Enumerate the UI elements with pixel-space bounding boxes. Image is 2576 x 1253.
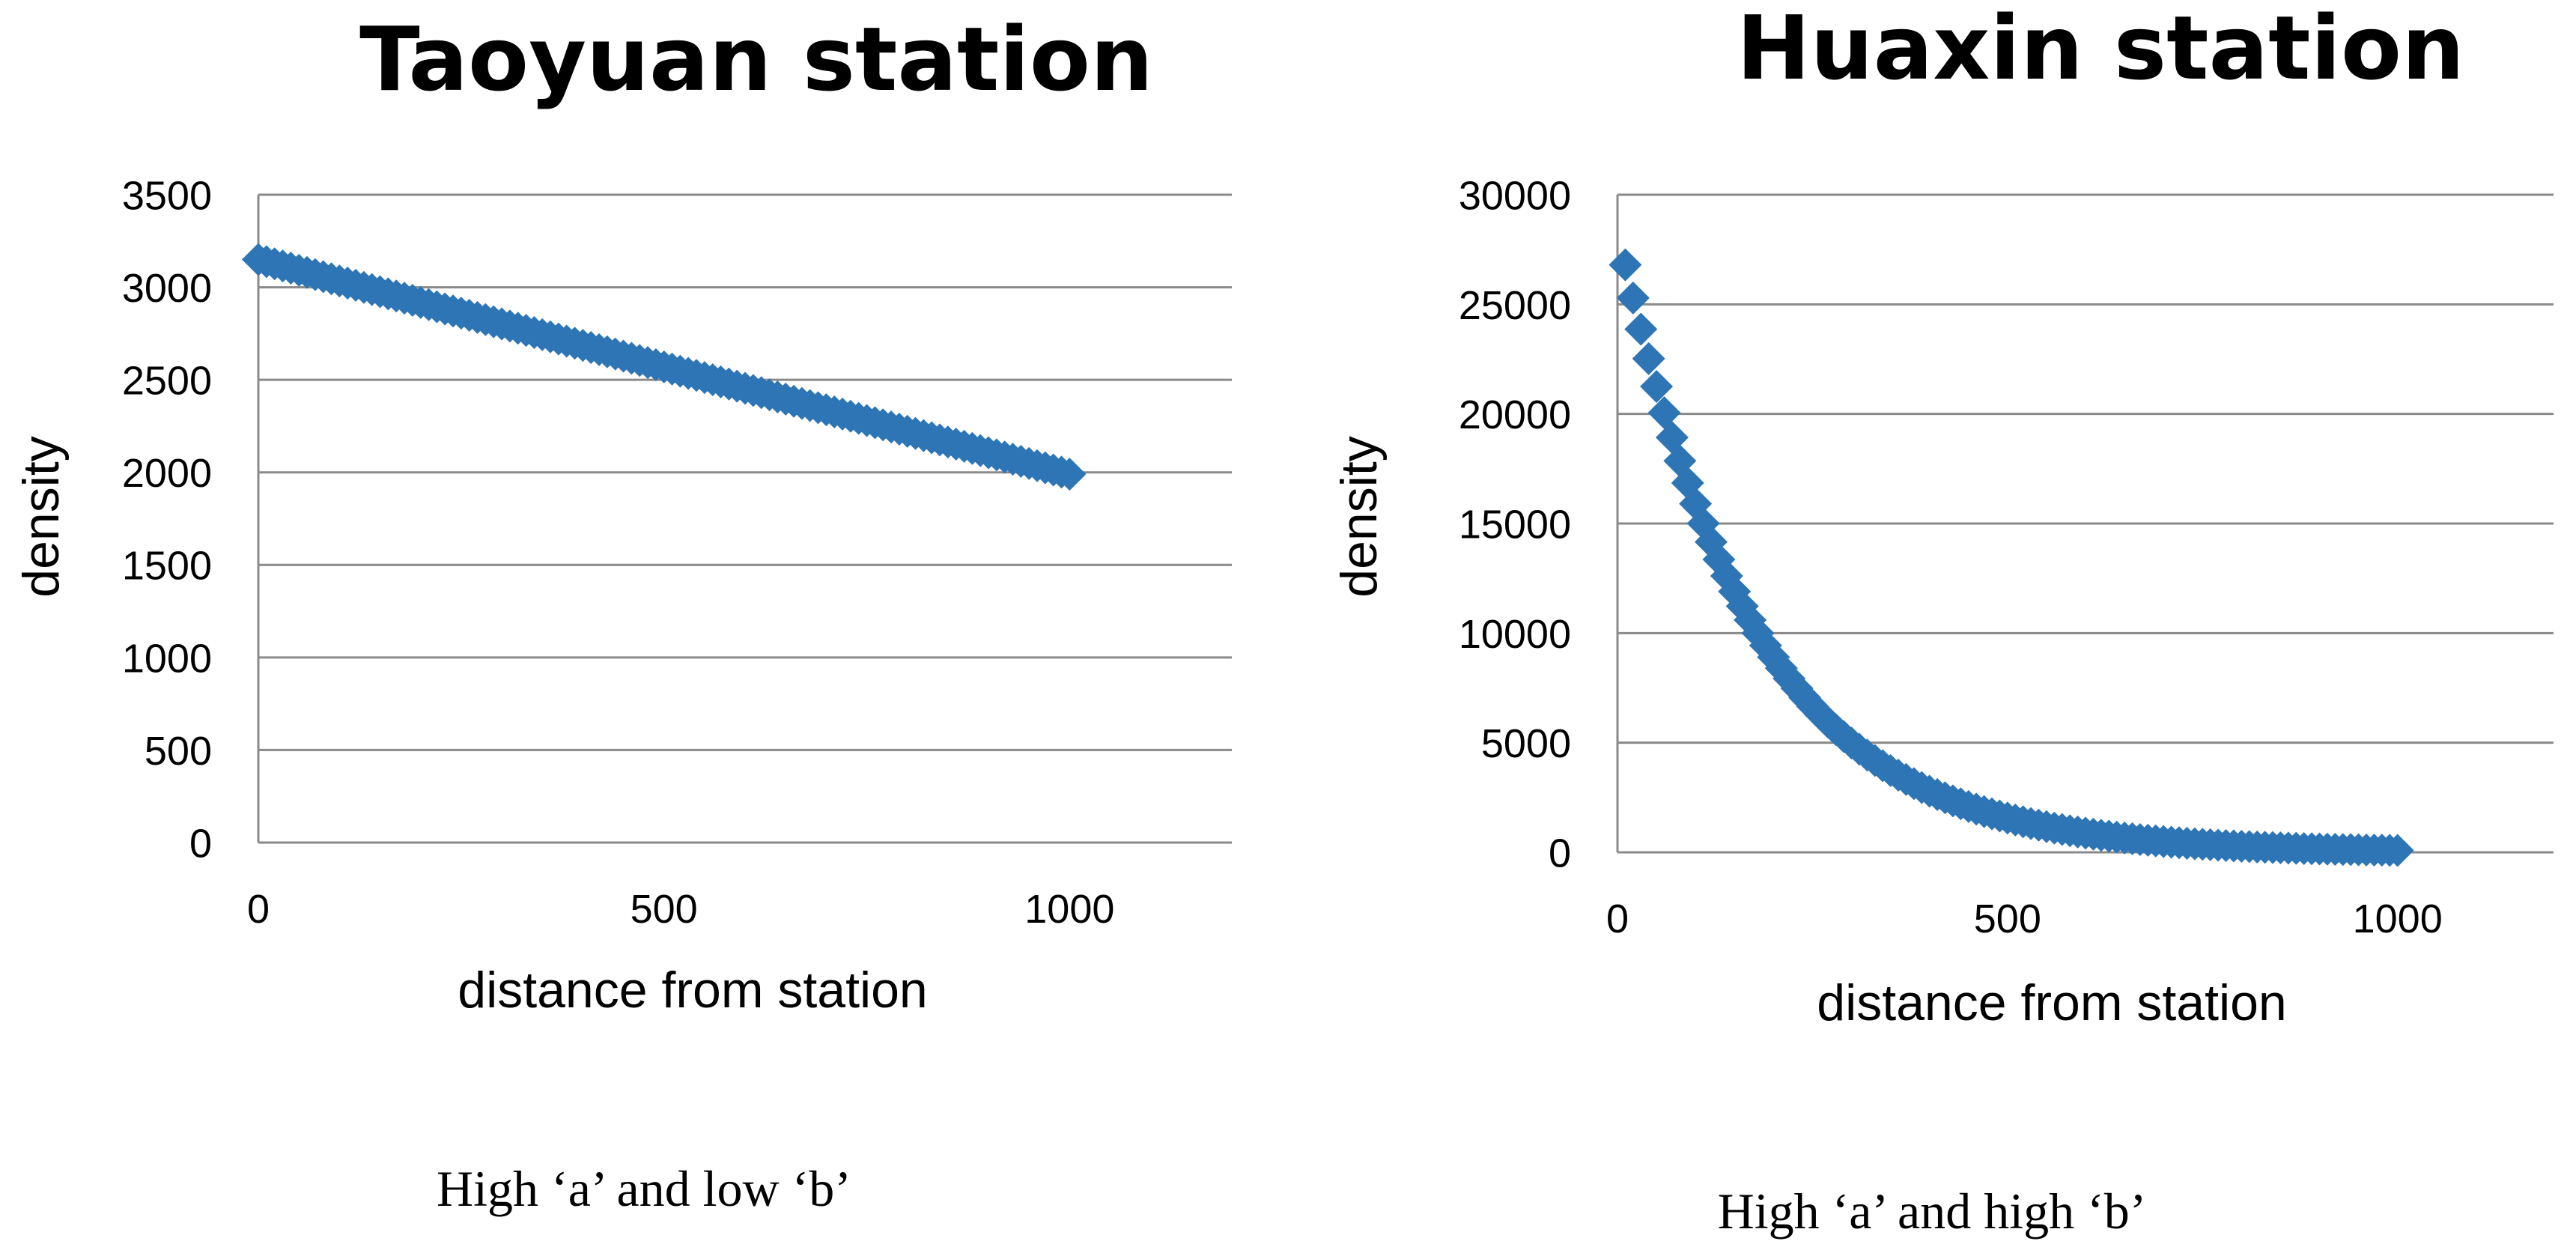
x-tick-label: 1000 [2353, 896, 2443, 941]
y-tick-label: 0 [1549, 831, 1571, 876]
y-tick-label: 20000 [1459, 392, 1571, 437]
data-point [1647, 396, 1681, 430]
x-tick-label: 0 [247, 887, 270, 932]
chart-title: Taoyuan station [359, 7, 1153, 111]
x-tick-labels: 0 500 1000 [247, 887, 1114, 932]
data-point [2381, 834, 2414, 867]
y-axis-title: density [1331, 436, 1388, 597]
data-points [242, 243, 1087, 491]
y-tick-label: 3500 [122, 173, 212, 218]
gridlines [1616, 193, 2554, 854]
y-tick-label: 1000 [122, 636, 212, 681]
data-point [1702, 542, 1736, 576]
y-tick-label: 2000 [122, 451, 212, 496]
data-point [1655, 421, 1689, 455]
x-tick-label: 500 [1974, 896, 2041, 941]
data-point [1640, 370, 1674, 404]
y-tick-label: 2500 [122, 359, 212, 404]
x-tick-labels: 0 500 1000 [1606, 896, 2443, 941]
x-axis-title: distance from station [1817, 974, 2286, 1031]
x-axis-title: distance from station [458, 962, 927, 1019]
chart-taoyuan: Taoyuan station 0 500 1000 1500 2000 2500 3000… [13, 7, 1232, 1217]
chart-taoyuan-svg: Taoyuan station 0 500 1000 1500 2000 2500 3000… [13, 7, 1232, 1019]
y-tick-label: 30000 [1459, 173, 1571, 218]
y-tick-labels: 0 5000 10000 15000 20000 25000 30000 [1459, 173, 1571, 876]
chart-caption: High ‘a’ and low ‘b’ [437, 1160, 851, 1217]
y-tick-label: 10000 [1459, 612, 1571, 657]
y-tick-label: 0 [189, 821, 212, 866]
chart-huaxin-svg: Huaxin station 0500010000150002000025000… [1331, 0, 2554, 1031]
y-tick-label: 500 [145, 729, 212, 774]
data-point [1749, 628, 1782, 662]
y-tick-label: 25000 [1459, 283, 1571, 328]
x-tick-label: 500 [631, 887, 698, 932]
data-point [1632, 342, 1665, 375]
chart-caption: High ‘a’ and high ‘b’ [1717, 1183, 2147, 1240]
data-point [1772, 661, 1806, 695]
y-tick-labels: 0 500 1000 1500 2000 2500 3000 3500 [122, 173, 212, 866]
data-point [1616, 281, 1650, 315]
y-tick-label: 3000 [122, 266, 212, 311]
data-points [1609, 248, 2414, 867]
data-point [1679, 487, 1713, 521]
data-point [1609, 248, 1642, 282]
y-tick-label: 15000 [1459, 502, 1571, 547]
chart-huaxin: Huaxin station 0 5000 10000 15000 20000 25000… [1288, 0, 2576, 1253]
chart-title: Huaxin station [1737, 0, 2464, 100]
x-tick-label: 1000 [1024, 887, 1114, 932]
data-point [1725, 589, 1759, 623]
data-point [1053, 458, 1087, 491]
y-tick-label: 1500 [122, 544, 212, 589]
y-tick-label: 5000 [1481, 721, 1571, 766]
x-tick-label: 0 [1606, 896, 1629, 941]
data-point [1624, 312, 1658, 346]
y-axis-title: density [13, 436, 70, 597]
